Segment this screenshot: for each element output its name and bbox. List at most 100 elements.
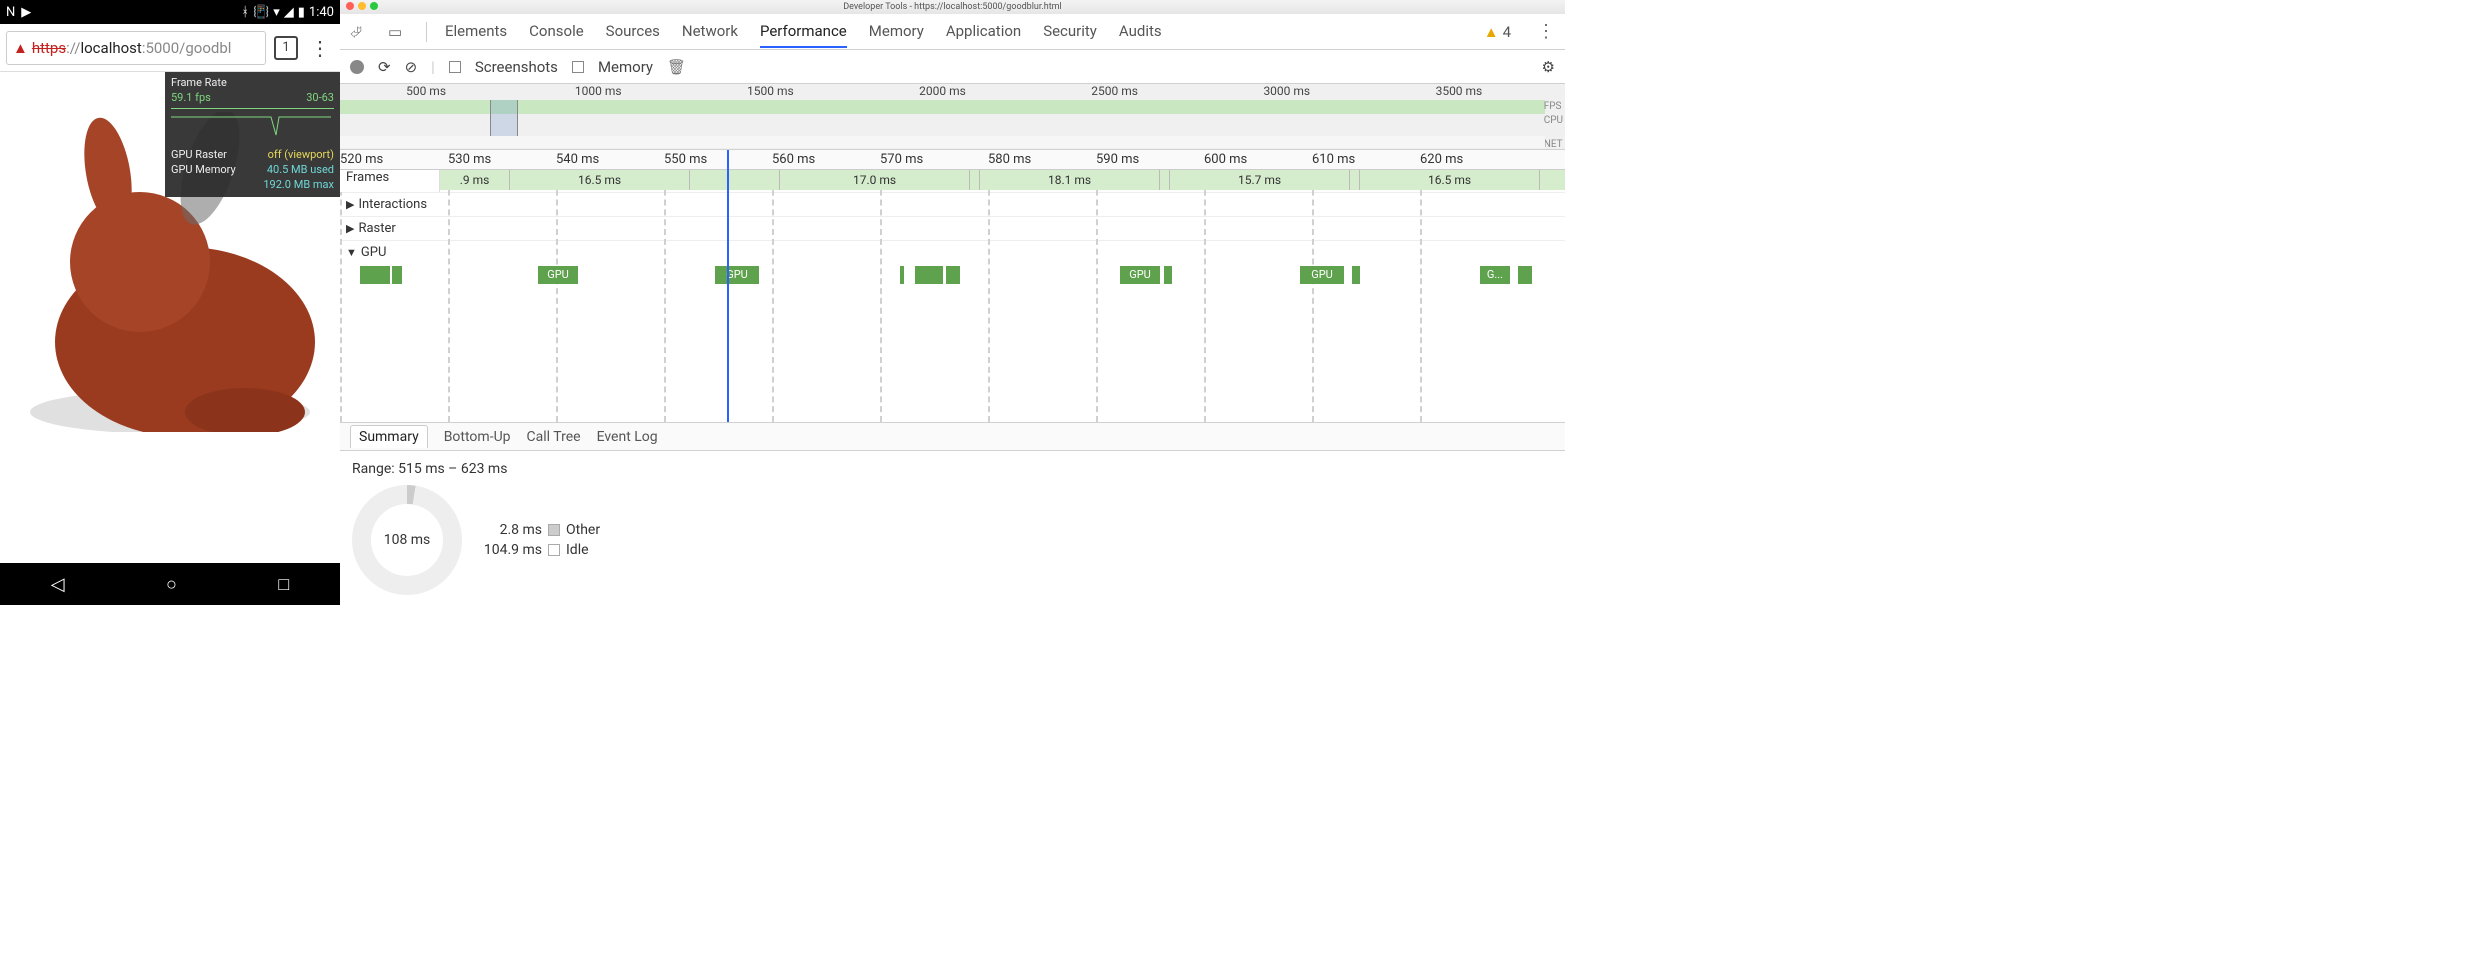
trash-icon[interactable]: 🗑 (667, 58, 686, 76)
gpu-event[interactable] (360, 266, 390, 284)
home-icon[interactable]: ○ (166, 574, 177, 595)
frame-cell[interactable]: 16.5 ms (1540, 170, 1565, 190)
tab-memory[interactable]: Memory (869, 16, 924, 48)
tab-network[interactable]: Network (682, 16, 738, 48)
frame-cell[interactable] (1350, 170, 1360, 190)
gpu-track: GPU GPU GPU GPU G... (340, 264, 1565, 288)
screenshots-label: Screenshots (475, 58, 558, 76)
phone-panel: N ▶ ᚼ 📳 ▾ ◢ ▮ 1:40 ▲ https :// localhost… (0, 0, 340, 605)
donut-center: 108 ms (384, 532, 431, 548)
url-path: :5000/goodbl (142, 39, 232, 57)
cat-gpu[interactable]: ▼GPU (340, 240, 1565, 264)
frame-cell[interactable] (1160, 170, 1170, 190)
gpu-event[interactable] (900, 266, 904, 284)
back-icon[interactable]: ◁ (51, 574, 65, 595)
overlay-mem-used: 40.5 MB used (267, 163, 334, 176)
overlay-title: Frame Rate (171, 76, 334, 89)
browser-toolbar: ▲ https :// localhost :5000/goodbl 1 ⋮ (0, 24, 340, 72)
n-icon: N (6, 5, 15, 20)
gpu-event[interactable] (1518, 266, 1532, 284)
gpu-event[interactable] (1164, 266, 1172, 284)
playhead[interactable] (727, 150, 729, 422)
time-tick: 530 ms (448, 152, 491, 167)
detail-tab-bottom-up[interactable]: Bottom-Up (444, 429, 511, 445)
gpu-event[interactable]: GPU (715, 266, 759, 284)
android-statusbar: N ▶ ᚼ 📳 ▾ ◢ ▮ 1:40 (0, 0, 340, 24)
tab-console[interactable]: Console (529, 16, 584, 48)
settings-icon[interactable]: ⚙ (1542, 58, 1555, 76)
screenshots-checkbox[interactable] (449, 61, 461, 73)
summary-pane: Range: 515 ms – 623 ms 108 ms 2.8 msOthe… (340, 451, 1565, 605)
time-tick: 550 ms (664, 152, 707, 167)
inspect-icon[interactable]: ⮰ (350, 23, 370, 41)
close-window-icon[interactable] (346, 2, 354, 10)
url-host: localhost (80, 39, 141, 57)
frame-cell[interactable] (970, 170, 980, 190)
time-tick: 620 ms (1420, 152, 1463, 167)
overview-timeline[interactable]: 500 ms1000 ms1500 ms2000 ms2500 ms3000 m… (340, 84, 1565, 150)
gpu-event[interactable]: GPU (1120, 266, 1160, 284)
overflow-menu-icon[interactable]: ⋮ (306, 36, 334, 60)
overview-tick: 2000 ms (856, 84, 1028, 100)
recents-icon[interactable]: □ (278, 574, 289, 595)
time-tick: 570 ms (880, 152, 923, 167)
summary-legend: 2.8 msOther104.9 msIdle (482, 522, 600, 558)
tab-audits[interactable]: Audits (1119, 16, 1162, 48)
gpu-event[interactable] (1352, 266, 1360, 284)
window-titlebar: Developer Tools - https://localhost:5000… (340, 0, 1565, 14)
frame-cell[interactable]: .9 ms (440, 170, 510, 190)
more-icon[interactable]: ⋮ (1537, 21, 1555, 42)
zoom-window-icon[interactable] (370, 2, 378, 10)
tab-switcher[interactable]: 1 (274, 36, 298, 60)
frame-cell[interactable]: 18.1 ms (980, 170, 1160, 190)
time-tick: 520 ms (340, 152, 383, 167)
clear-icon[interactable]: ⊘ (405, 58, 418, 76)
frame-cell[interactable]: 16.5 ms (510, 170, 690, 190)
overlay-sparkline (171, 113, 331, 143)
devtools-tabs: ⮰ ▭ Elements Console Sources Network Perform… (340, 14, 1565, 50)
frames-row: Frames .9 ms16.5 ms17.0 ms18.1 ms15.7 ms… (340, 170, 1565, 192)
divider (426, 22, 427, 42)
cat-raster[interactable]: ▶Raster (340, 216, 1565, 240)
clock: 1:40 (309, 5, 334, 20)
url-bar[interactable]: ▲ https :// localhost :5000/goodbl (6, 31, 266, 65)
legend-item: 104.9 msIdle (482, 542, 600, 558)
overlay-fps: 59.1 fps (171, 91, 211, 104)
time-tick: 590 ms (1096, 152, 1139, 167)
warning-count: 4 (1503, 23, 1511, 41)
wifi-icon: ▾ (273, 5, 280, 20)
tab-security[interactable]: Security (1043, 16, 1097, 48)
frame-cell[interactable]: 15.7 ms (1170, 170, 1350, 190)
overview-tick: 2500 ms (1029, 84, 1201, 100)
device-icon[interactable]: ▭ (388, 23, 408, 41)
bluetooth-icon: ᚼ (241, 5, 249, 20)
memory-checkbox[interactable] (572, 61, 584, 73)
tab-sources[interactable]: Sources (606, 16, 660, 48)
overlay-raster-value: off (viewport) (268, 148, 334, 161)
gpu-event[interactable]: GPU (538, 266, 578, 284)
warning-counter[interactable]: ▲ 4 (1484, 23, 1511, 41)
gpu-event[interactable] (392, 266, 402, 284)
frame-cell[interactable] (690, 170, 780, 190)
flame-chart[interactable]: 520 ms530 ms540 ms550 ms560 ms570 ms580 … (340, 150, 1565, 423)
detail-tab-call-tree[interactable]: Call Tree (527, 429, 581, 445)
summary-donut: 108 ms (352, 485, 462, 595)
tab-performance[interactable]: Performance (760, 16, 847, 48)
gpu-event[interactable] (915, 266, 943, 284)
gpu-event[interactable]: GPU (1300, 266, 1344, 284)
record-button[interactable] (350, 60, 364, 74)
gpu-event[interactable]: G... (1480, 266, 1510, 284)
tab-elements[interactable]: Elements (445, 16, 507, 48)
frame-cell[interactable]: 16.5 ms (1360, 170, 1540, 190)
detail-tab-summary[interactable]: Summary (350, 425, 428, 448)
window-title: Developer Tools - https://localhost:5000… (843, 2, 1062, 12)
detail-tab-event-log[interactable]: Event Log (597, 429, 658, 445)
url-scheme: https (32, 39, 66, 57)
frame-cell[interactable]: 17.0 ms (780, 170, 970, 190)
overview-tick: 500 ms (340, 84, 512, 100)
minimize-window-icon[interactable] (358, 2, 366, 10)
reload-icon[interactable]: ⟳ (378, 58, 391, 76)
cat-interactions[interactable]: ▶Interactions (340, 192, 1565, 216)
gpu-event[interactable] (946, 266, 960, 284)
tab-application[interactable]: Application (946, 16, 1021, 48)
